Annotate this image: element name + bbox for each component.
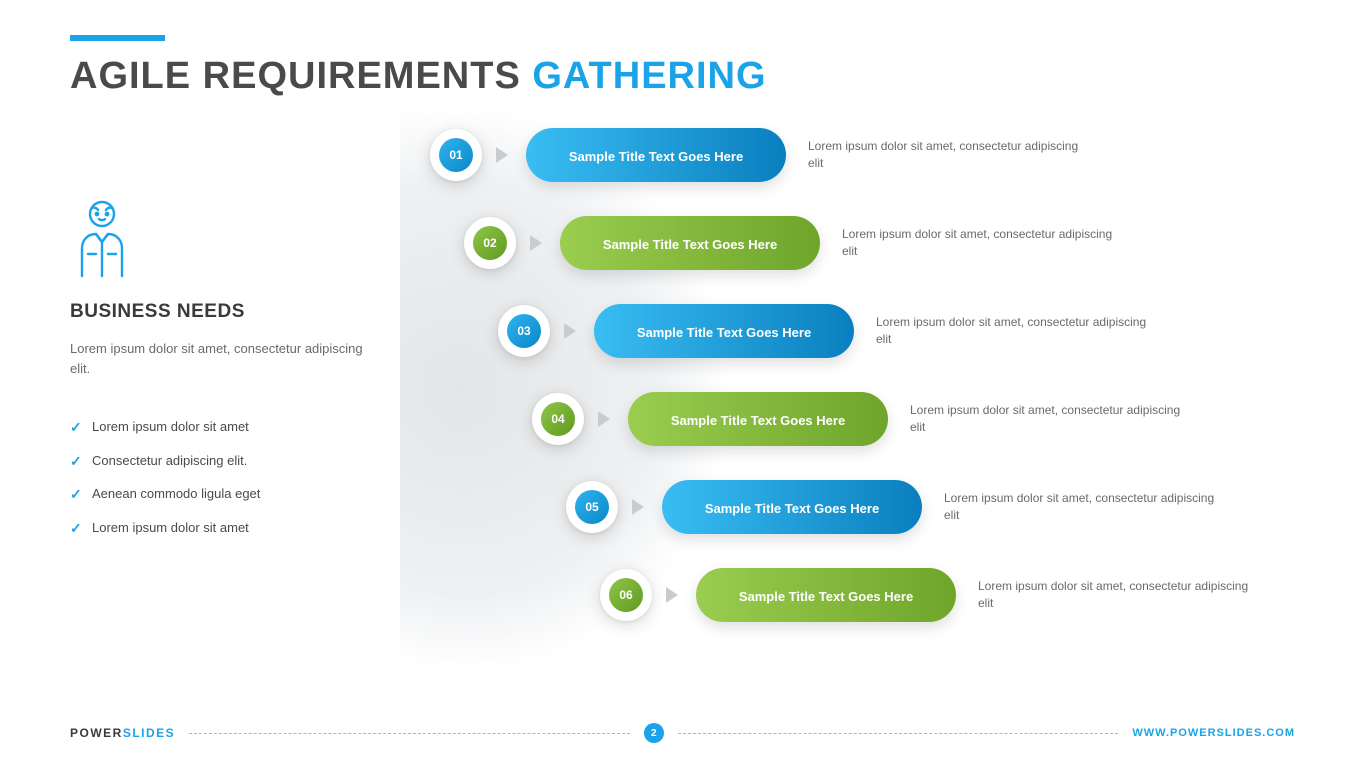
step-number-badge: 01: [430, 129, 482, 181]
left-description: Lorem ipsum dolor sit amet, consectetur …: [70, 339, 370, 378]
footer-line-right: [678, 733, 1119, 734]
step-description: Lorem ipsum dolor sit amet, consectetur …: [978, 578, 1258, 613]
footer: POWERSLIDES 2 WWW.POWERSLIDES.COM: [70, 721, 1295, 745]
chevron-right-icon: [598, 411, 610, 427]
step-pill: Sample Title Text Goes Here: [526, 128, 786, 182]
step-description: Lorem ipsum dolor sit amet, consectetur …: [910, 402, 1190, 437]
footer-line-left: [189, 733, 630, 734]
brand-part1: POWER: [70, 726, 123, 740]
right-column: 01 Sample Title Text Goes Here Lorem ipsum…: [390, 118, 1295, 678]
step-row: 02 Sample Title Text Goes Here Lorem ipsum…: [464, 214, 1122, 272]
footer-brand: POWERSLIDES: [70, 726, 175, 740]
step-row: 04 Sample Title Text Goes Here Lorem ipsum…: [532, 390, 1190, 448]
step-description: Lorem ipsum dolor sit amet, consectetur …: [944, 490, 1224, 525]
slide: AGILE REQUIREMENTS GATHERING BUSINESS NE…: [0, 0, 1365, 767]
step-number: 01: [439, 138, 473, 172]
footer-url: WWW.POWERSLIDES.COM: [1132, 727, 1295, 739]
step-row: 01 Sample Title Text Goes Here Lorem ipsum…: [430, 126, 1088, 184]
chevron-right-icon: [530, 235, 542, 251]
title-part2: GATHERING: [532, 55, 766, 97]
title-part1: AGILE REQUIREMENTS: [70, 55, 532, 97]
chevron-right-icon: [564, 323, 576, 339]
list-item: Aenean commodo ligula eget: [70, 477, 370, 511]
step-number-badge: 05: [566, 481, 618, 533]
list-item: Lorem ipsum dolor sit amet: [70, 511, 370, 545]
step-number: 05: [575, 490, 609, 524]
page-number: 2: [644, 723, 664, 743]
step-number: 06: [609, 578, 643, 612]
step-number-badge: 04: [532, 393, 584, 445]
left-column: BUSINESS NEEDS Lorem ipsum dolor sit ame…: [70, 118, 390, 678]
step-number-badge: 06: [600, 569, 652, 621]
person-icon: [70, 198, 134, 278]
step-pill: Sample Title Text Goes Here: [662, 480, 922, 534]
step-row: 05 Sample Title Text Goes Here Lorem ipsum…: [566, 478, 1224, 536]
left-heading: BUSINESS NEEDS: [70, 301, 370, 323]
title-accent-bar: [70, 35, 165, 41]
brand-part2: SLIDES: [123, 726, 175, 740]
step-description: Lorem ipsum dolor sit amet, consectetur …: [842, 226, 1122, 261]
step-number-badge: 02: [464, 217, 516, 269]
step-number: 03: [507, 314, 541, 348]
step-number: 04: [541, 402, 575, 436]
step-pill: Sample Title Text Goes Here: [628, 392, 888, 446]
list-item: Consectetur adipiscing elit.: [70, 444, 370, 478]
step-pill: Sample Title Text Goes Here: [560, 216, 820, 270]
step-row: 06 Sample Title Text Goes Here Lorem ipsum…: [600, 566, 1258, 624]
chevron-right-icon: [632, 499, 644, 515]
step-description: Lorem ipsum dolor sit amet, consectetur …: [876, 314, 1156, 349]
slide-body: BUSINESS NEEDS Lorem ipsum dolor sit ame…: [70, 118, 1295, 678]
check-list: Lorem ipsum dolor sit amet Consectetur a…: [70, 410, 370, 544]
step-number: 02: [473, 226, 507, 260]
step-row: 03 Sample Title Text Goes Here Lorem ipsum…: [498, 302, 1156, 360]
step-number-badge: 03: [498, 305, 550, 357]
chevron-right-icon: [666, 587, 678, 603]
step-description: Lorem ipsum dolor sit amet, consectetur …: [808, 138, 1088, 173]
step-pill: Sample Title Text Goes Here: [594, 304, 854, 358]
slide-title: AGILE REQUIREMENTS GATHERING: [70, 55, 1295, 98]
step-pill: Sample Title Text Goes Here: [696, 568, 956, 622]
chevron-right-icon: [496, 147, 508, 163]
list-item: Lorem ipsum dolor sit amet: [70, 410, 370, 444]
